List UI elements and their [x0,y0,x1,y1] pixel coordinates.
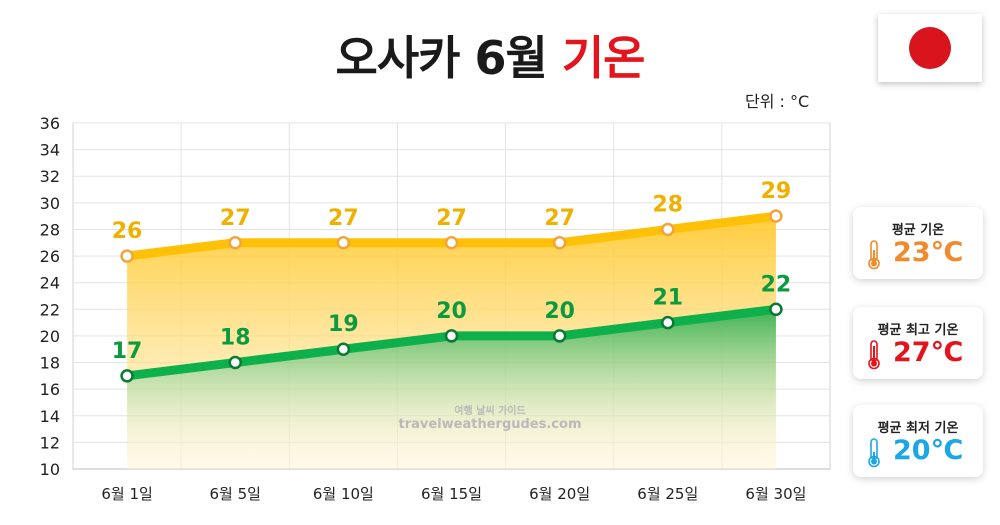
stat-label-average: 평균 기온 [891,223,945,238]
thermometer-orange-icon [868,240,880,270]
y-tick-label: 14 [40,407,60,426]
y-tick-label: 28 [40,220,60,239]
stat-card-average: 평균 기온 23℃ [853,207,983,279]
point-high [444,236,459,250]
flag-disc [909,27,951,69]
data-label-high: 27 [436,206,467,231]
unit-label: 단위 : °C [745,92,810,111]
stat-value-average: 23℃ [893,237,964,268]
data-label-high: 27 [220,206,251,231]
y-tick-label: 30 [40,194,60,213]
x-tick-label: 6월 10일 [313,485,374,503]
page-title: 오사카 6월 기온 [0,22,980,88]
thermometer-red-icon [868,340,880,370]
y-tick-label: 16 [40,380,60,399]
data-label-high: 29 [761,179,792,204]
data-label-low: 20 [544,299,575,324]
point-low [444,329,459,343]
title-main: 오사카 6월 [335,31,562,85]
x-tick-label: 6월 25일 [637,485,698,503]
data-label-low: 17 [112,339,143,364]
data-label-high: 28 [652,192,683,217]
data-label-low: 19 [328,312,359,337]
y-tick-label: 12 [40,433,60,452]
data-label-low: 18 [220,326,251,351]
watermark-line2: travelweathergudes.com [398,417,582,432]
data-label-high: 26 [112,219,143,244]
thermometer-blue-icon [868,438,880,468]
x-tick-label: 6월 15일 [421,485,482,503]
japan-flag-icon [878,14,982,82]
point-low [120,369,134,383]
title-accent: 기온 [561,31,646,85]
x-tick-label: 6월 5일 [209,485,260,503]
y-tick-label: 18 [40,354,60,373]
data-label-low: 21 [652,286,683,311]
y-tick-label: 34 [40,141,60,160]
watermark-line1: 여행 날씨 가이드 [454,406,526,417]
y-tick-label: 36 [40,114,60,133]
stat-card-low: 평균 최저 기온 20℃ [853,405,983,477]
y-tick-label: 26 [40,247,60,266]
y-tick-label: 32 [40,167,60,186]
data-label-high: 27 [328,206,359,231]
point-high [336,236,351,250]
stat-value-low: 20℃ [893,435,964,466]
x-tick-label: 6월 1일 [101,485,152,503]
y-tick-label: 24 [40,274,60,293]
data-label-low: 20 [436,299,467,324]
y-tick-label: 22 [40,300,60,319]
point-high [552,236,567,250]
point-low [552,329,567,343]
data-label-low: 22 [761,272,792,297]
point-high [769,209,783,223]
y-tick-label: 20 [40,327,60,346]
point-high [120,249,134,263]
stat-value-high: 27℃ [893,337,964,368]
point-high [228,236,242,250]
x-tick-label: 6월 20일 [529,485,590,503]
point-low [228,355,242,370]
data-label-high: 27 [544,206,575,231]
stat-label-low: 평균 최저 기온 [877,421,959,436]
point-low [661,315,675,330]
point-high [661,222,675,237]
stat-label-high: 평균 최고 기온 [877,323,959,338]
x-tick-label: 6월 30일 [745,485,806,503]
area-low [127,309,776,469]
watermark: 여행 날씨 가이드 travelweathergudes.com [355,402,625,432]
y-tick-label: 10 [40,460,60,479]
point-low [769,302,783,317]
stat-card-high: 평균 최고 기온 27℃ [853,307,983,379]
point-low [336,342,351,356]
